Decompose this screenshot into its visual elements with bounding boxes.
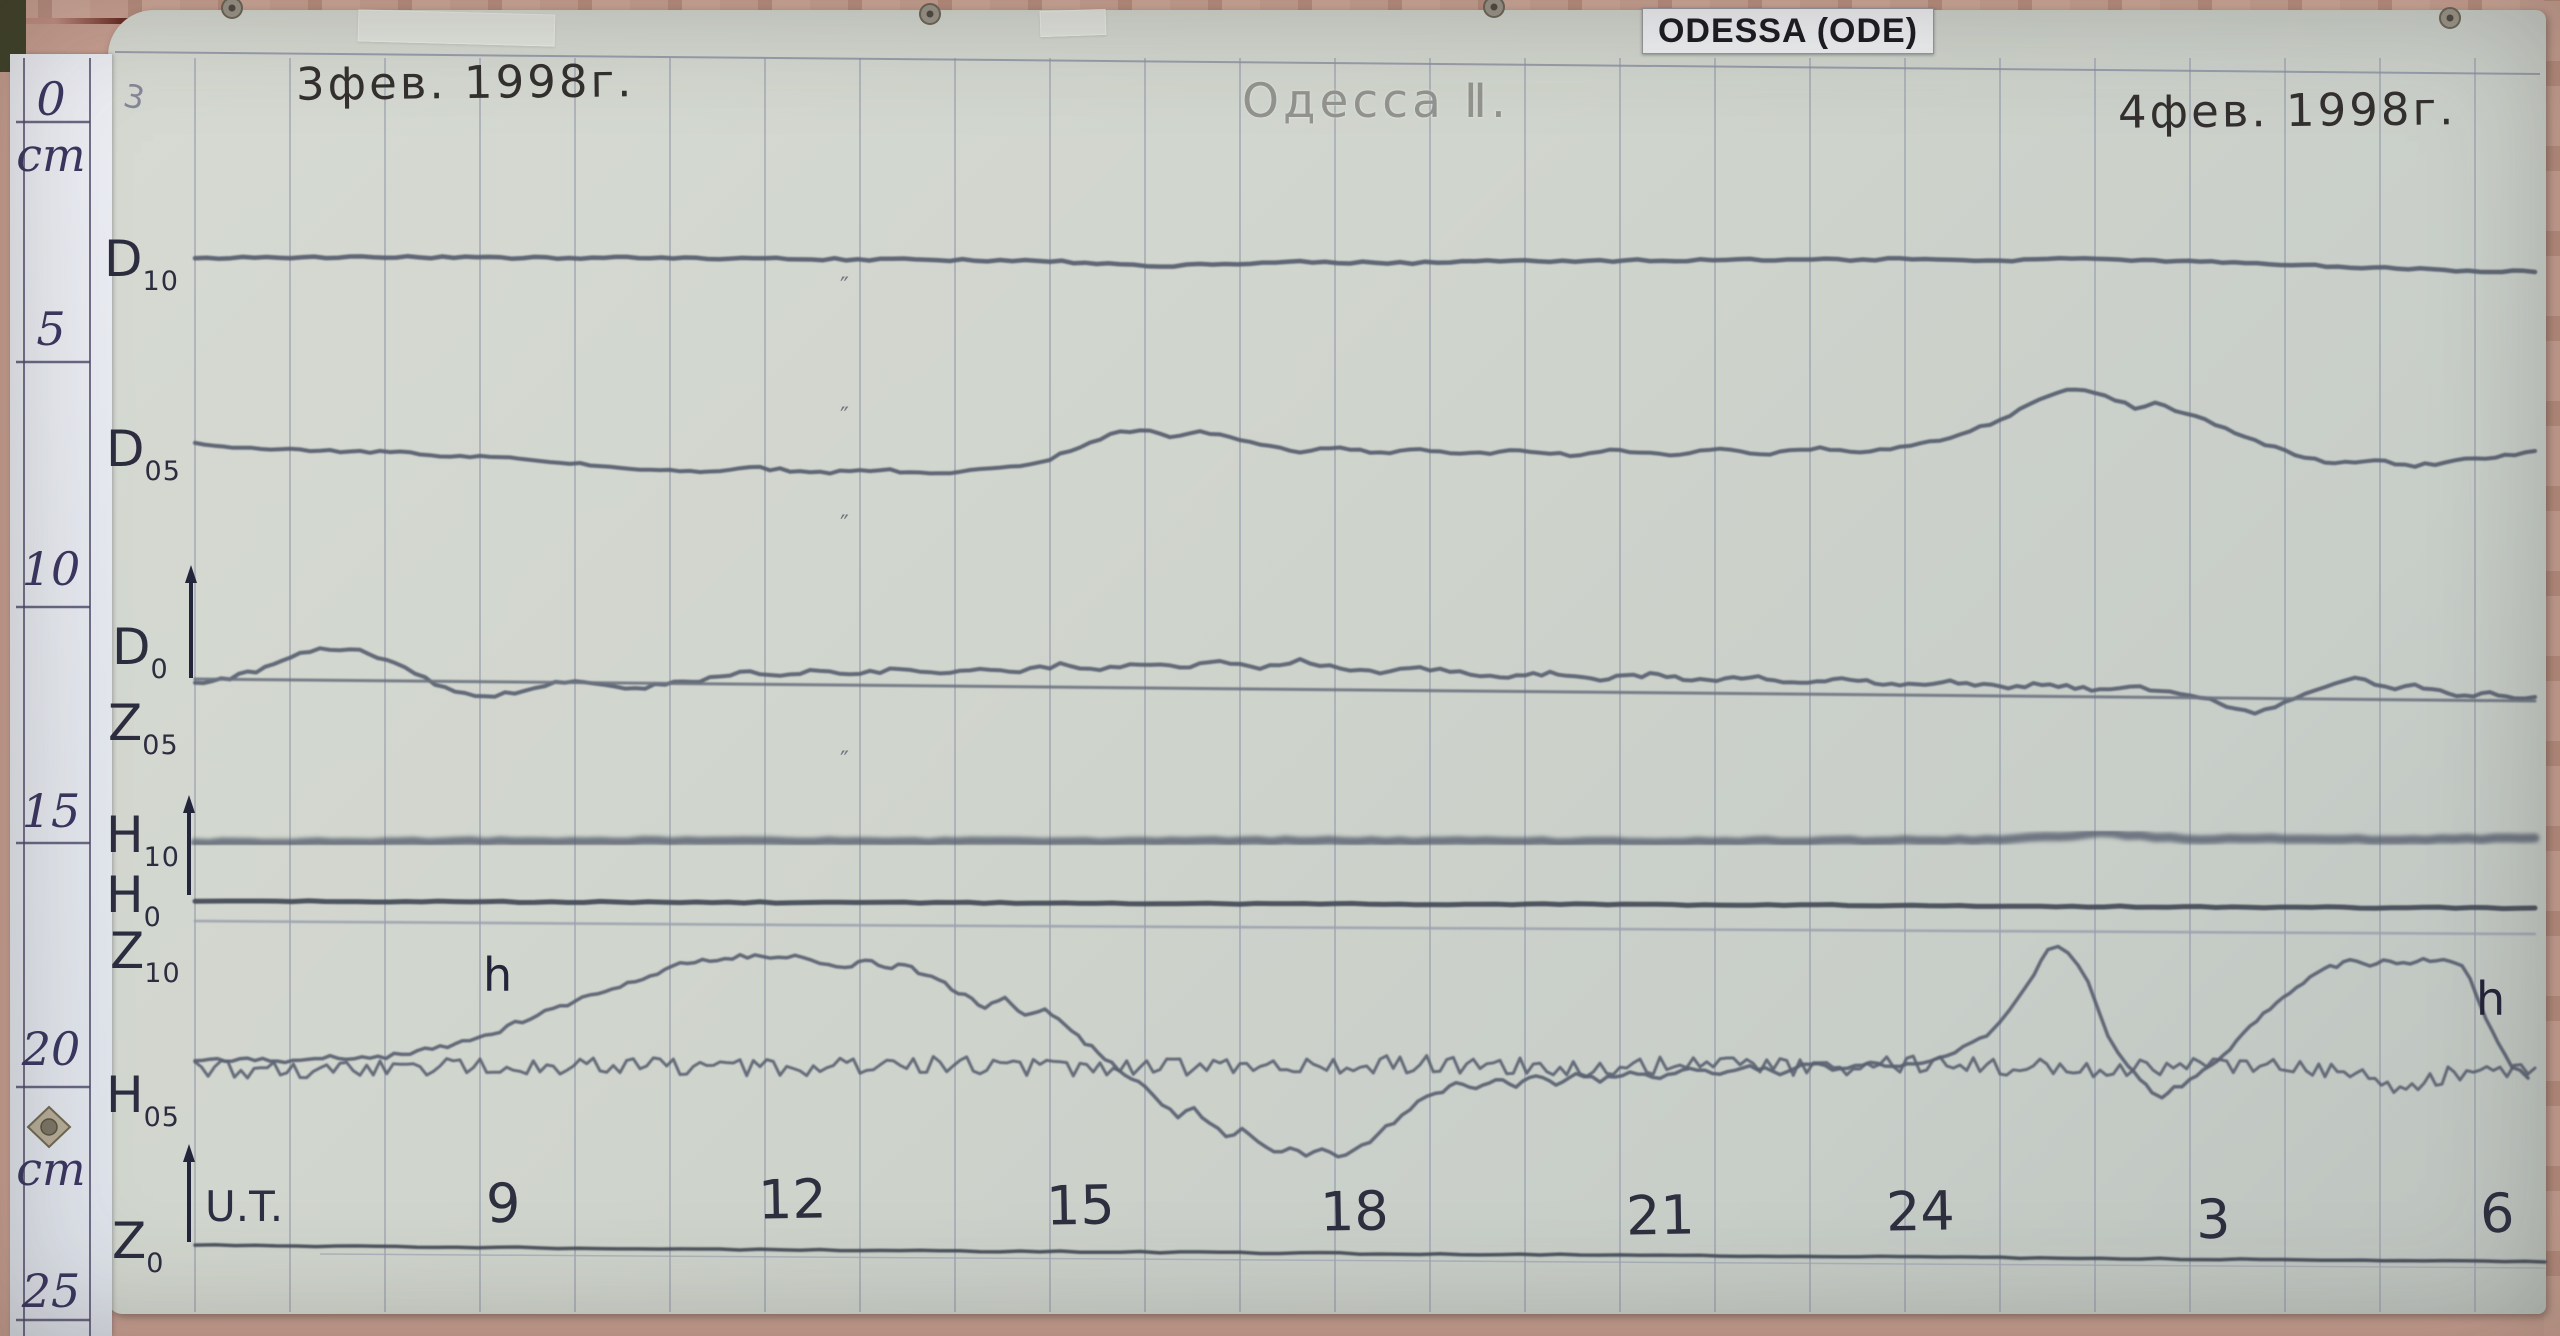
hour-label-3: 3 xyxy=(2195,1187,2231,1252)
chart-title: Одесса Ⅱ. xyxy=(1242,74,1510,129)
trace-label-D10: D10 xyxy=(104,230,179,297)
station-name-text: ODESSA (ODE) xyxy=(1657,11,1919,50)
trace-label-subscript: 05 xyxy=(144,456,181,487)
trace-label-subscript: 05 xyxy=(142,730,179,761)
trace-label-Z05: Z05 xyxy=(108,694,179,761)
trace-D10 xyxy=(192,253,2538,275)
trace-label-main: Z xyxy=(112,1212,147,1270)
ut-axis-label: U.T. xyxy=(205,1182,284,1231)
trace-label-subscript: 0 xyxy=(143,902,162,933)
board-wood-right xyxy=(2544,0,2560,1336)
hour-label-15: 15 xyxy=(1045,1173,1116,1238)
magnetogram-traces xyxy=(190,253,2547,1264)
trace-label-main: Z xyxy=(108,694,143,752)
trace-label-main: Z xyxy=(110,922,145,980)
trace-label-D0: D0 xyxy=(112,618,169,685)
trace-label-Z10: Z10 xyxy=(110,922,181,989)
trace-label-H10: H10 xyxy=(106,806,180,873)
trace-Z10 xyxy=(193,944,2530,1159)
trace-label-subscript: 10 xyxy=(143,842,180,873)
hour-label-9: 9 xyxy=(485,1171,521,1236)
h-annotation-2: h xyxy=(2476,972,2506,1026)
trace-label-main: D xyxy=(104,230,143,288)
hour-label-18: 18 xyxy=(1319,1179,1390,1244)
trace-Z05 xyxy=(193,677,2537,703)
arrows-and-pins xyxy=(26,0,2461,1242)
tape-piece xyxy=(1039,8,1107,38)
hour-label-12: 12 xyxy=(757,1167,828,1232)
trace-H10 xyxy=(190,827,2540,849)
ditto-mark-2: ″ xyxy=(840,402,849,430)
hour-label-21: 21 xyxy=(1625,1183,1696,1248)
trace-label-H0: H0 xyxy=(106,866,162,933)
ruler-mark-0-0: 0 xyxy=(36,72,66,126)
chart-paper xyxy=(108,10,2546,1314)
trace-H05 xyxy=(193,1054,2537,1094)
date-right: 4фев. 1998г. xyxy=(2117,82,2457,139)
trace-label-main: D xyxy=(112,618,151,676)
ruler-mark-cm-1: cm xyxy=(16,128,86,182)
trace-H0 xyxy=(192,898,2538,912)
trace-label-D05: D05 xyxy=(106,420,181,487)
trace-label-main: H xyxy=(106,806,144,864)
trace-label-main: H xyxy=(106,1066,144,1124)
trace-label-subscript: 0 xyxy=(146,1248,165,1279)
ruler-lines xyxy=(16,58,91,1336)
hour-label-6: 6 xyxy=(2479,1181,2515,1246)
ruler-mark-5-2: 5 xyxy=(36,302,66,356)
trace-D05 xyxy=(193,387,2537,476)
trace-label-subscript: 05 xyxy=(143,1102,180,1133)
ditto-mark-1: ″ xyxy=(840,272,849,300)
trace-label-H05: H05 xyxy=(106,1066,180,1133)
hour-label-24: 24 xyxy=(1885,1179,1956,1244)
trace-label-subscript: 0 xyxy=(150,654,169,685)
ditto-mark-4: ″ xyxy=(840,746,849,774)
trace-Z0 xyxy=(193,1242,2547,1264)
trace-label-subscript: 10 xyxy=(144,958,181,989)
trace-label-Z0: Z0 xyxy=(112,1212,164,1279)
ruler-mark-15-4: 15 xyxy=(21,784,81,838)
trace-label-main: D xyxy=(106,420,145,478)
ruler-mark-cm-6: cm xyxy=(16,1142,86,1196)
station-name-sticker: ODESSA (ODE) xyxy=(1642,8,1934,54)
tape-piece xyxy=(357,9,556,47)
date-left: 3фев. 1998г. xyxy=(295,54,635,111)
trace-label-subscript: 10 xyxy=(142,266,179,297)
trace-H0_base xyxy=(193,919,2537,936)
ruler-mark-25-7: 25 xyxy=(21,1264,81,1318)
ruler-mark-20-5: 20 xyxy=(21,1022,81,1076)
ditto-mark-3: ″ xyxy=(840,510,849,538)
h-annotation-1: h xyxy=(483,948,513,1002)
trace-label-main: H xyxy=(106,866,144,924)
ruler-mark-10-3: 10 xyxy=(21,542,81,596)
